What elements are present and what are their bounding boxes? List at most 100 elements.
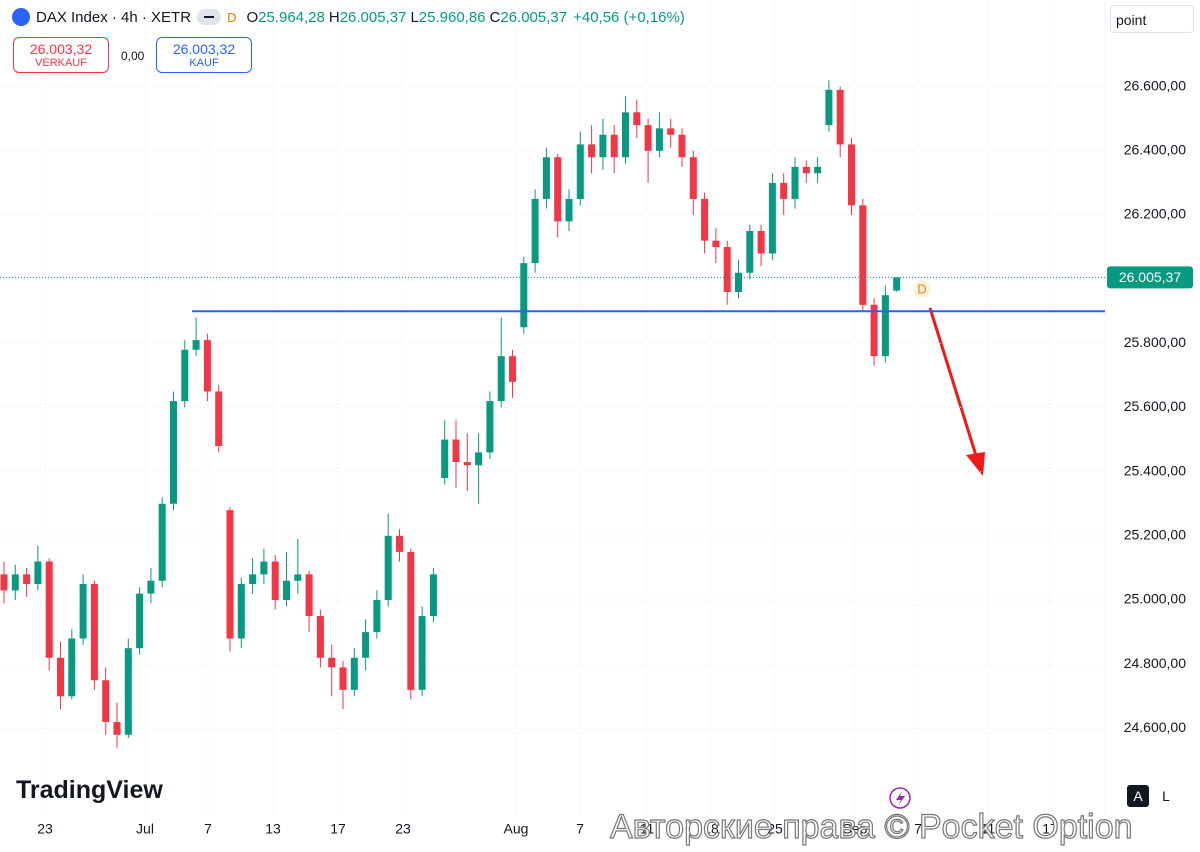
candle-body (520, 263, 528, 328)
ohlc-key: H (328, 8, 340, 26)
candle-body (712, 240, 720, 248)
candle-body (373, 600, 381, 633)
candle-body (158, 503, 166, 581)
x-tick-label: Aug (504, 821, 529, 837)
x-tick-label: 11 (981, 821, 996, 837)
candle-body (814, 166, 822, 174)
candle-body (678, 134, 686, 158)
candle-body (384, 535, 392, 601)
candle-body (283, 580, 290, 601)
logo: TradingView (16, 776, 163, 804)
candle-body (170, 401, 177, 504)
y-tick-label: 25.400,00 (1124, 462, 1186, 478)
candle-body (848, 144, 855, 206)
candle-body (192, 340, 200, 350)
candle-body (124, 648, 132, 735)
buy-button[interactable]: 26.003,32 KAUF (156, 37, 252, 73)
candle-body (305, 574, 313, 617)
candle-body (90, 583, 98, 681)
candle-body (893, 277, 901, 291)
candle-body (328, 657, 336, 668)
candle-body (599, 134, 607, 158)
marker: D (917, 281, 926, 296)
y-tick-label: 26.600,00 (1124, 77, 1186, 93)
candle-body (780, 182, 788, 199)
x-tick-label: 7 (204, 821, 212, 837)
y-tick-label: 24.800,00 (1124, 655, 1186, 671)
candle-body (68, 638, 76, 697)
candle-body (260, 561, 268, 575)
y-tick-label: 24.600,00 (1124, 719, 1186, 735)
candle-body (870, 304, 878, 357)
ohlc-value: 25.964,28 (258, 8, 325, 26)
ohlc: O25.964,28 H26.005,37 L25.960,86 C26.005,37 (242, 9, 567, 26)
candle-body (565, 198, 573, 222)
candle-body (735, 272, 742, 292)
x-tick-label: 11 (640, 821, 655, 837)
candle-body (45, 561, 53, 658)
candle-body (463, 462, 471, 466)
candle-body (102, 680, 110, 722)
symbol-icon (12, 8, 30, 26)
y-tick-label: 25.800,00 (1124, 334, 1186, 350)
candle-body (418, 616, 426, 690)
buy-label: KAUF (189, 57, 219, 69)
candle-body (881, 295, 889, 357)
candle-body (497, 356, 505, 402)
badge: D (227, 9, 237, 25)
candle-body (362, 632, 370, 658)
candle-body (113, 721, 121, 735)
auto-button[interactable]: A (1127, 785, 1149, 807)
candle-body (429, 574, 437, 617)
candle-body (633, 112, 641, 126)
symbol: DAX Index · 4h · XETR (36, 8, 192, 26)
watermark: Авторские права © Pocket Option (609, 807, 1133, 846)
x-tick-label: Sep (843, 821, 868, 837)
buy-price: 26.003,32 (172, 41, 236, 57)
x-tick-label: 17 (1042, 821, 1058, 837)
candle-body (237, 583, 245, 639)
candle-body (441, 439, 449, 479)
unit-field[interactable]: point (1110, 5, 1194, 33)
candle-body (316, 616, 324, 658)
y-tick-label: 25.000,00 (1124, 591, 1186, 607)
candle-body (181, 349, 189, 402)
ohlc-value: 26.005,37 (339, 8, 407, 26)
ohlc-key: O (246, 8, 259, 26)
candle-body (396, 535, 403, 552)
candle-body (0, 574, 8, 591)
candle-body (757, 231, 765, 254)
y-tick-label: 25.600,00 (1124, 398, 1186, 414)
sell-button[interactable]: 26.003,32 VERKAUF (13, 37, 109, 73)
candle-body (226, 510, 234, 639)
ohlc-value: 26.005,37 (500, 8, 568, 26)
candle-body (339, 667, 347, 690)
candle-body (407, 551, 415, 690)
spread: 0,00 (121, 49, 145, 63)
candle-body (509, 356, 516, 382)
candle-body (57, 657, 64, 697)
last-price-box (1107, 266, 1193, 289)
candle-body (11, 574, 19, 591)
candle-body (859, 205, 867, 305)
candle-body (836, 89, 844, 145)
x-tick-label: 23 (395, 821, 411, 837)
marker-bg (913, 280, 931, 298)
sell-label: VERKAUF (35, 57, 87, 69)
candle-body (486, 401, 494, 453)
y-tick-label: 26.400,00 (1124, 142, 1186, 158)
arrow-head (966, 452, 985, 476)
x-tick-label: Jul (136, 821, 154, 837)
candle-body (746, 231, 754, 273)
candle-body (452, 439, 460, 463)
x-tick-label: 7 (576, 821, 584, 837)
candle-body (350, 657, 358, 690)
toggle[interactable] (197, 9, 222, 25)
log-button[interactable]: L (1162, 788, 1170, 804)
y-tick-label: 26.200,00 (1124, 206, 1186, 222)
candle-body (531, 198, 539, 264)
candle-body (723, 247, 731, 292)
candle-body (147, 580, 155, 594)
candle-body (136, 593, 144, 649)
